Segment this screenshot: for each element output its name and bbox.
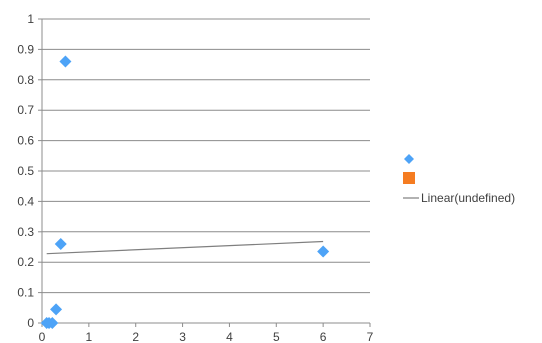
y-tick-label: 0.4	[17, 194, 34, 208]
x-tick-label: 1	[86, 330, 93, 343]
data-points	[40, 55, 330, 329]
x-tick-label: 5	[273, 330, 280, 343]
x-tick-label: 7	[367, 330, 374, 343]
trendline-layer	[46, 240, 324, 255]
y-tick-label: 1	[27, 12, 34, 26]
data-point	[46, 317, 59, 329]
data-point	[59, 55, 72, 68]
y-tick-label: 0.6	[17, 134, 34, 148]
data-point	[317, 245, 330, 258]
gridlines	[42, 18, 370, 294]
x-tick-label: 0	[39, 330, 46, 343]
y-tick-label: 0.9	[17, 42, 34, 56]
legend-entry-series-2	[403, 172, 415, 184]
axes	[38, 18, 371, 327]
y-tick-label: 0.7	[17, 103, 34, 117]
y-tick-label: 0.2	[17, 255, 34, 269]
trendline	[46, 240, 324, 255]
y-tick-label: 0.1	[17, 286, 34, 300]
x-tick-labels: 0 1 2 3 4 5 6 7	[39, 330, 374, 343]
y-tick-labels: 0 0.1 0.2 0.3 0.4 0.5 0.6 0.7 0.8 0.9 1	[17, 12, 34, 330]
data-point	[54, 237, 67, 250]
legend-entry-series-1	[404, 154, 414, 164]
x-tick-label: 6	[320, 330, 327, 343]
x-tick-label: 2	[132, 330, 139, 343]
x-tick-label: 3	[179, 330, 186, 343]
legend-diamond-marker	[404, 154, 414, 164]
y-tick-label: 0.5	[17, 164, 34, 178]
y-tick-label: 0.3	[17, 225, 34, 239]
y-tick-label: 0	[27, 316, 34, 330]
legend-square-marker	[403, 172, 415, 184]
legend-entry-trendline: Linear(undefined)	[403, 191, 515, 205]
data-point	[50, 303, 63, 316]
y-tick-label: 0.8	[17, 73, 34, 87]
legend-trendline-label: Linear(undefined)	[421, 191, 515, 205]
legend: Linear(undefined)	[403, 154, 515, 205]
x-tick-label: 4	[226, 330, 233, 343]
